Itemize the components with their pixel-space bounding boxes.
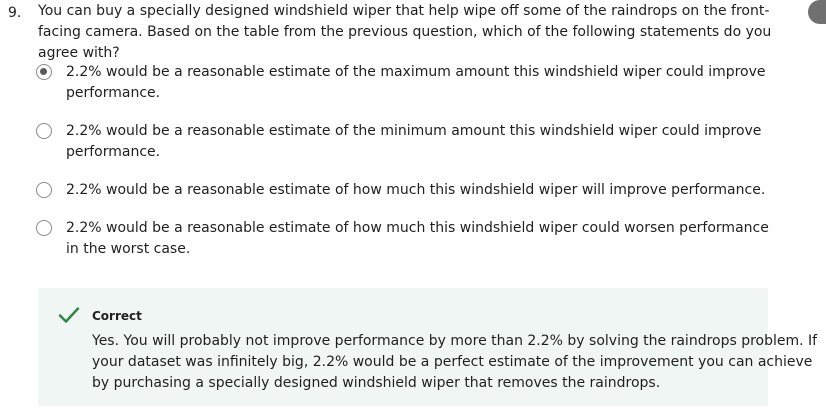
radio-button[interactable]	[36, 220, 52, 236]
side-panel-tab[interactable]	[808, 0, 826, 24]
answer-option-2[interactable]: 2.2% would be a reasonable estimate of t…	[36, 121, 776, 163]
feedback-title: Correct	[92, 309, 142, 323]
answer-option-label: 2.2% would be a reasonable estimate of t…	[66, 64, 766, 101]
radio-button[interactable]	[36, 182, 52, 198]
checkmark-icon	[58, 307, 80, 323]
feedback-panel: Correct Yes. You will probably not impro…	[38, 288, 817, 406]
answer-option-4[interactable]: 2.2% would be a reasonable estimate of h…	[36, 218, 776, 260]
radio-button-selected[interactable]	[36, 64, 52, 80]
answer-option-3[interactable]: 2.2% would be a reasonable estimate of h…	[36, 180, 776, 201]
radio-button[interactable]	[36, 123, 52, 139]
answer-option-1[interactable]: 2.2% would be a reasonable estimate of t…	[36, 62, 776, 104]
question-text: You can buy a specially designed windshi…	[38, 3, 772, 61]
answer-option-label: 2.2% would be a reasonable estimate of h…	[66, 220, 769, 257]
answer-option-label: 2.2% would be a reasonable estimate of t…	[66, 123, 762, 160]
question-number: 9.	[8, 5, 22, 21]
feedback-text: Yes. You will probably not improve perfo…	[92, 333, 818, 391]
answer-option-label: 2.2% would be a reasonable estimate of h…	[66, 182, 766, 198]
